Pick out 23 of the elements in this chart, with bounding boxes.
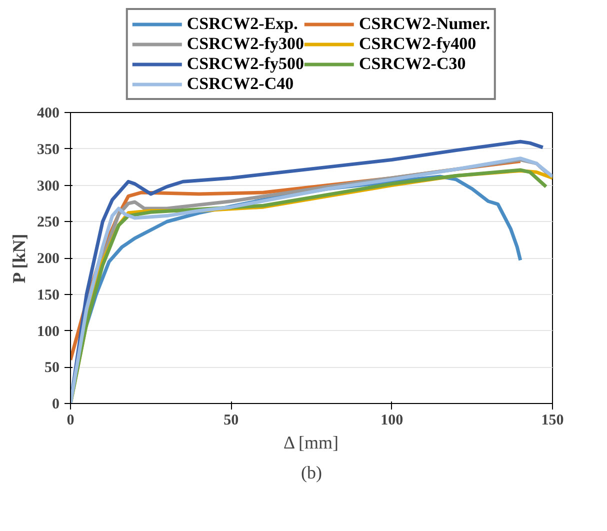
y-tick-label: 100 <box>37 324 60 340</box>
x-tick-label: 100 <box>380 412 404 428</box>
y-tick-label: 250 <box>37 214 60 231</box>
y-tick-label: 0 <box>52 396 60 412</box>
x-axis-title: Δ [mm] <box>283 432 339 452</box>
y-tick-label: 200 <box>37 251 60 267</box>
y-tick-label: 150 <box>37 287 60 304</box>
legend-label: CSRCW2-C30 <box>358 54 466 74</box>
legend-label: CSRCW2-Numer. <box>358 14 490 34</box>
y-tick-label: 300 <box>37 178 60 194</box>
y-tick-label: 50 <box>44 360 60 376</box>
y-tick-label: 350 <box>37 142 60 158</box>
legend-label: CSRCW2-Exp. <box>186 14 298 34</box>
x-tick-label: 50 <box>224 412 239 428</box>
x-tick-label: 150 <box>541 412 564 428</box>
text: (b) <box>301 462 322 482</box>
legend-label: CSRCW2-fy400 <box>358 34 476 54</box>
x-tick-label: 0 <box>66 412 74 428</box>
legend-label: CSRCW2-fy500 <box>186 54 304 74</box>
y-tick-label: 400 <box>37 106 60 122</box>
legend-label: CSRCW2-C40 <box>186 74 294 94</box>
legend-label: CSRCW2-fy300 <box>186 34 304 54</box>
y-axis-title: P [kN] <box>9 234 29 284</box>
